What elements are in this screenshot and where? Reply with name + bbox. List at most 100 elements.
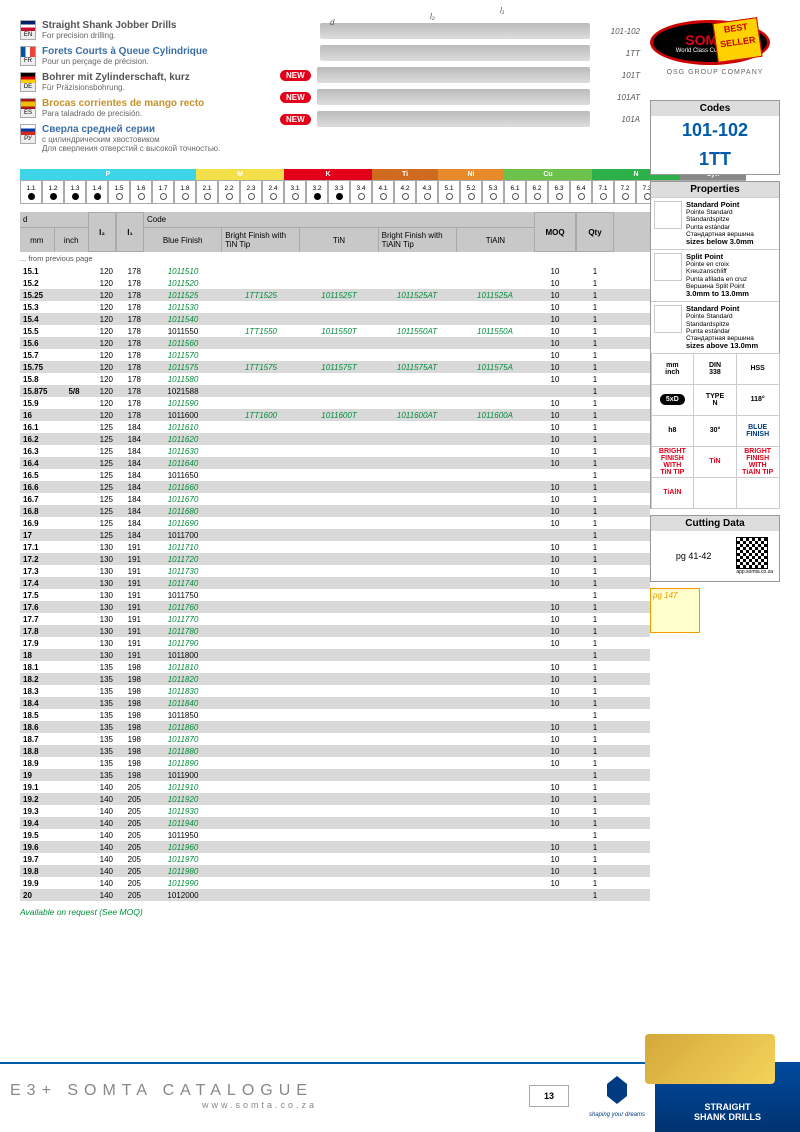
iso-group: M 2.1 2.2 2.3 2.4	[196, 169, 284, 204]
table-row: 19 135 198 1011900 1	[20, 769, 650, 781]
property-cell: 30°	[693, 415, 737, 447]
table-row: 19.9 140 205 1011990 10 1	[20, 877, 650, 889]
title-line: DE Bohrer mit Zylinderschaft, kurz Für P…	[20, 72, 270, 92]
iso-cell: 7.2	[614, 180, 636, 204]
table-row: 16.5 125 184 1011650 1	[20, 469, 650, 481]
table-row: 17.6 130 191 1011760 10 1	[20, 601, 650, 613]
iso-group: Cu 6.1 6.2 6.3 6.4	[504, 169, 592, 204]
iso-cell: 4.1	[372, 180, 394, 204]
flag-icon: FR	[20, 46, 36, 66]
drill-image	[320, 45, 590, 61]
iso-cell: 1.7	[152, 180, 174, 204]
drill-variant-row: NEW 101A	[280, 108, 640, 130]
property-cell: DIN338	[693, 353, 737, 385]
table-row: 15.8 120 178 1011580 10 1	[20, 373, 650, 385]
property-point: Standard PointPointe StandardStandardspi…	[651, 197, 779, 249]
table-row: 16.8 125 184 1011680 10 1	[20, 505, 650, 517]
table-row: 15.75 120 178 1011575 1TT1575 1011575T 1…	[20, 361, 650, 373]
iso-cell: 1.3	[64, 180, 86, 204]
iso-cell: 2.4	[262, 180, 284, 204]
iso-cell: 3.4	[350, 180, 372, 204]
iso-cell: 6.3	[548, 180, 570, 204]
drill-image	[317, 67, 590, 83]
table-row: 17.8 130 191 1011780 10 1	[20, 625, 650, 637]
iso-group: P 1.1 1.2 1.3 1.4 1.5 1.6 1.7	[20, 169, 196, 204]
iso-cell: 6.2	[526, 180, 548, 204]
drill-spec-table: d mminch l₂ l₁ Code Blue Finish Bright F…	[20, 212, 650, 917]
iso-group: Ti 4.1 4.2 4.3	[372, 169, 438, 204]
table-row: 19.1 140 205 1011910 10 1	[20, 781, 650, 793]
table-row: 16 120 178 1011600 1TT1600 1011600T 1011…	[20, 409, 650, 421]
property-cell: h8	[651, 415, 695, 447]
drill-image	[320, 23, 590, 39]
table-row: 16.2 125 184 1011620 10 1	[20, 433, 650, 445]
table-row: 15.5 120 178 1011550 1TT1550 1011550T 10…	[20, 325, 650, 337]
table-row: 19.6 140 205 1011960 10 1	[20, 841, 650, 853]
table-row: 19.2 140 205 1011920 10 1	[20, 793, 650, 805]
drill-image	[317, 111, 590, 127]
iso-cell: 3.3	[328, 180, 350, 204]
flag-icon: DE	[20, 72, 36, 92]
iso-group: Ni 5.1 5.2 5.3	[438, 169, 504, 204]
iso-cell: 7.1	[592, 180, 614, 204]
table-row: 17.4 130 191 1011740 10 1	[20, 577, 650, 589]
iso-cell: 1.6	[130, 180, 152, 204]
iso-cell: 3.2	[306, 180, 328, 204]
table-row: 15.6 120 178 1011560 10 1	[20, 337, 650, 349]
table-row: 15.7 120 178 1011570 10 1	[20, 349, 650, 361]
table-row: 18.3 135 198 1011830 10 1	[20, 685, 650, 697]
iso-cell: 1.8	[174, 180, 196, 204]
property-cell: TiN	[693, 446, 737, 478]
iso-cell: 4.3	[416, 180, 438, 204]
property-cell: BRIGHTFINISHWITHTiAlN TIP	[736, 446, 780, 478]
new-badge: NEW	[280, 114, 311, 125]
flag-icon: EN	[20, 20, 36, 40]
table-row: 16.1 125 184 1011610 10 1	[20, 421, 650, 433]
iso-cell: 1.4	[86, 180, 108, 204]
title-line: РУ Сверла средней серии с цилиндрическим…	[20, 124, 270, 153]
table-row: 17 125 184 1011700 1	[20, 529, 650, 541]
table-row: 16.9 125 184 1011690 10 1	[20, 517, 650, 529]
iso-cell: 3.1	[284, 180, 306, 204]
table-row: 17.1 130 191 1011710 10 1	[20, 541, 650, 553]
iso-cell: 2.1	[196, 180, 218, 204]
point-icon	[654, 305, 682, 333]
iso-cell: 1.2	[42, 180, 64, 204]
property-cell: TYPEN	[693, 384, 737, 416]
table-row: 18 130 191 1011800 1	[20, 649, 650, 661]
point-icon	[654, 253, 682, 281]
property-cell: TiAlN	[651, 477, 695, 509]
iso-cell: 2.3	[240, 180, 262, 204]
table-row: 15.9 120 178 1011590 10 1	[20, 397, 650, 409]
drill-variant-row: NEW 101AT	[280, 86, 640, 108]
table-row: 17.7 130 191 1011770 10 1	[20, 613, 650, 625]
cutting-data-box: Cutting Data pg 41-42 app.somta.co.za	[650, 515, 780, 582]
best-seller-badge: BEST SELLER	[712, 17, 762, 63]
continued-note: ... from previous page	[20, 252, 650, 265]
new-badge: NEW	[280, 70, 311, 81]
iso-cell: 4.2	[394, 180, 416, 204]
table-row: 16.7 125 184 1011670 10 1	[20, 493, 650, 505]
table-row: 15.2 120 178 1011520 10 1	[20, 277, 650, 289]
title-line: ES Brocas corrientes de mango recto Para…	[20, 98, 270, 118]
property-cell: 118°	[736, 384, 780, 416]
property-cell: mminch	[651, 353, 695, 385]
table-row: 17.5 130 191 1011750 1	[20, 589, 650, 601]
availability-note: Available on request (See MOQ)	[20, 907, 650, 917]
drill-variant-row: 1TT	[280, 42, 640, 64]
iso-group: K 3.1 3.2 3.3 3.4	[284, 169, 372, 204]
table-row: 18.9 135 198 1011890 10 1	[20, 757, 650, 769]
title-list: EN Straight Shank Jobber Drills For prec…	[20, 20, 270, 159]
table-row: 15.1 120 178 1011510 10 1	[20, 265, 650, 277]
table-row: 18.7 135 198 1011870 10 1	[20, 733, 650, 745]
iso-cell: 5.1	[438, 180, 460, 204]
table-row: 19.3 140 205 1011930 10 1	[20, 805, 650, 817]
codes-box: Codes 101-102 1TT	[650, 100, 780, 175]
page-footer: E3+ SOMTA CATALOGUE www.somta.co.za 13 s…	[0, 1062, 800, 1132]
table-row: 16.6 125 184 1011660 10 1	[20, 481, 650, 493]
iso-cell: 5.3	[482, 180, 504, 204]
table-row: 20 140 205 1012000 1	[20, 889, 650, 901]
point-icon	[654, 201, 682, 229]
property-point: Split PointPointe en croixKreuzanschliff…	[651, 249, 779, 301]
table-row: 18.5 135 198 1011850 1	[20, 709, 650, 721]
